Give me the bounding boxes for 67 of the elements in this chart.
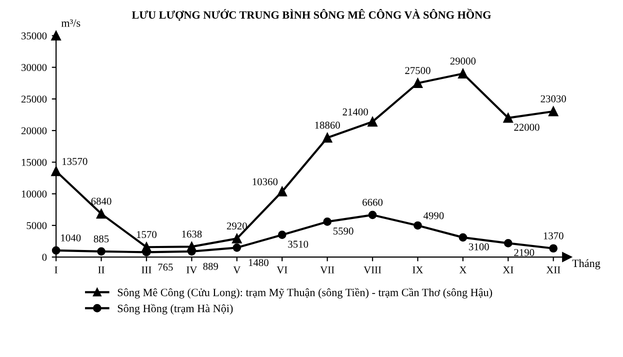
- y-tick-label: 30000: [22, 64, 47, 72]
- y-tick-label: 20000: [21, 127, 47, 134]
- data-label: 29000: [450, 58, 476, 65]
- x-axis-title: Tháng: [572, 259, 600, 270]
- chart-title: LƯU LƯỢNG NƯỚC TRUNG BÌNH SÔNG MÊ CÔNG VÀ SÔNG HỒNG: [132, 8, 491, 21]
- y-tick-label: 5000: [26, 222, 47, 230]
- data-label: 6660: [362, 198, 383, 206]
- x-tick-label: IV: [186, 266, 198, 274]
- x-tick-label: VII: [320, 266, 334, 274]
- data-label: 23030: [540, 95, 566, 102]
- data-label: 2920: [226, 222, 247, 230]
- y-tick-label: 15000: [22, 158, 47, 166]
- point: [504, 239, 512, 248]
- point: [549, 244, 558, 253]
- x-tick-label: XI: [502, 266, 514, 274]
- point: [96, 208, 106, 219]
- data-label: 21400: [342, 108, 368, 116]
- legend-label: Sông Mê Công (Cửu Long): trạm Mỹ Thuận (sông Tiền) - trạm Cần Thơ (sông Hậu): [118, 288, 492, 298]
- y-axis-title: m³/s: [61, 19, 80, 27]
- data-label: 885: [94, 235, 109, 242]
- x-tick-label: I: [54, 266, 58, 274]
- data-label: 18860: [315, 122, 340, 129]
- data-label: 10360: [252, 178, 278, 186]
- y-tick-label: 25000: [21, 96, 47, 103]
- point: [278, 230, 286, 240]
- legend-label: Sông Hồng (trạm Hà Nội): [118, 304, 233, 314]
- data-label: 3100: [469, 243, 489, 250]
- x-tick-label: IX: [412, 266, 424, 274]
- y-tick-label: 0: [42, 254, 47, 261]
- data-label: 1370: [544, 232, 564, 240]
- data-label: 1040: [61, 234, 81, 242]
- data-label: 2190: [514, 249, 534, 256]
- y-tick-label: 35000: [22, 32, 47, 40]
- data-label: 4990: [424, 212, 444, 220]
- data-label: 1638: [182, 230, 202, 238]
- point: [548, 106, 558, 116]
- point: [97, 247, 106, 256]
- data-label: 5590: [333, 228, 354, 235]
- x-tick-label: X: [459, 266, 467, 274]
- point: [458, 233, 468, 242]
- data-label: 765: [158, 264, 173, 271]
- point: [414, 221, 422, 230]
- point: [232, 244, 242, 252]
- y-tick-label: 10000: [22, 190, 47, 198]
- point: [412, 78, 423, 88]
- point: [322, 132, 332, 143]
- point: [232, 234, 242, 244]
- x-tick-label: XII: [546, 266, 560, 274]
- data-label: 1570: [136, 231, 157, 238]
- data-label: 1480: [248, 259, 268, 266]
- data-label: 889: [203, 262, 218, 270]
- point: [277, 186, 287, 196]
- point: [458, 68, 468, 79]
- point: [323, 218, 332, 226]
- data-label: 6840: [91, 198, 112, 205]
- data-label: 22000: [514, 124, 540, 131]
- data-label: 27500: [405, 67, 430, 74]
- x-tick-label: III: [142, 266, 152, 274]
- x-tick-label: II: [98, 266, 104, 274]
- point: [368, 210, 377, 220]
- point: [503, 113, 514, 123]
- data-label: 13570: [62, 158, 88, 165]
- x-tick-label: V: [233, 266, 241, 274]
- point: [368, 116, 378, 127]
- data-label: 3510: [288, 240, 308, 248]
- x-tick-label: VIII: [364, 266, 382, 274]
- x-tick-label: VI: [276, 266, 288, 274]
